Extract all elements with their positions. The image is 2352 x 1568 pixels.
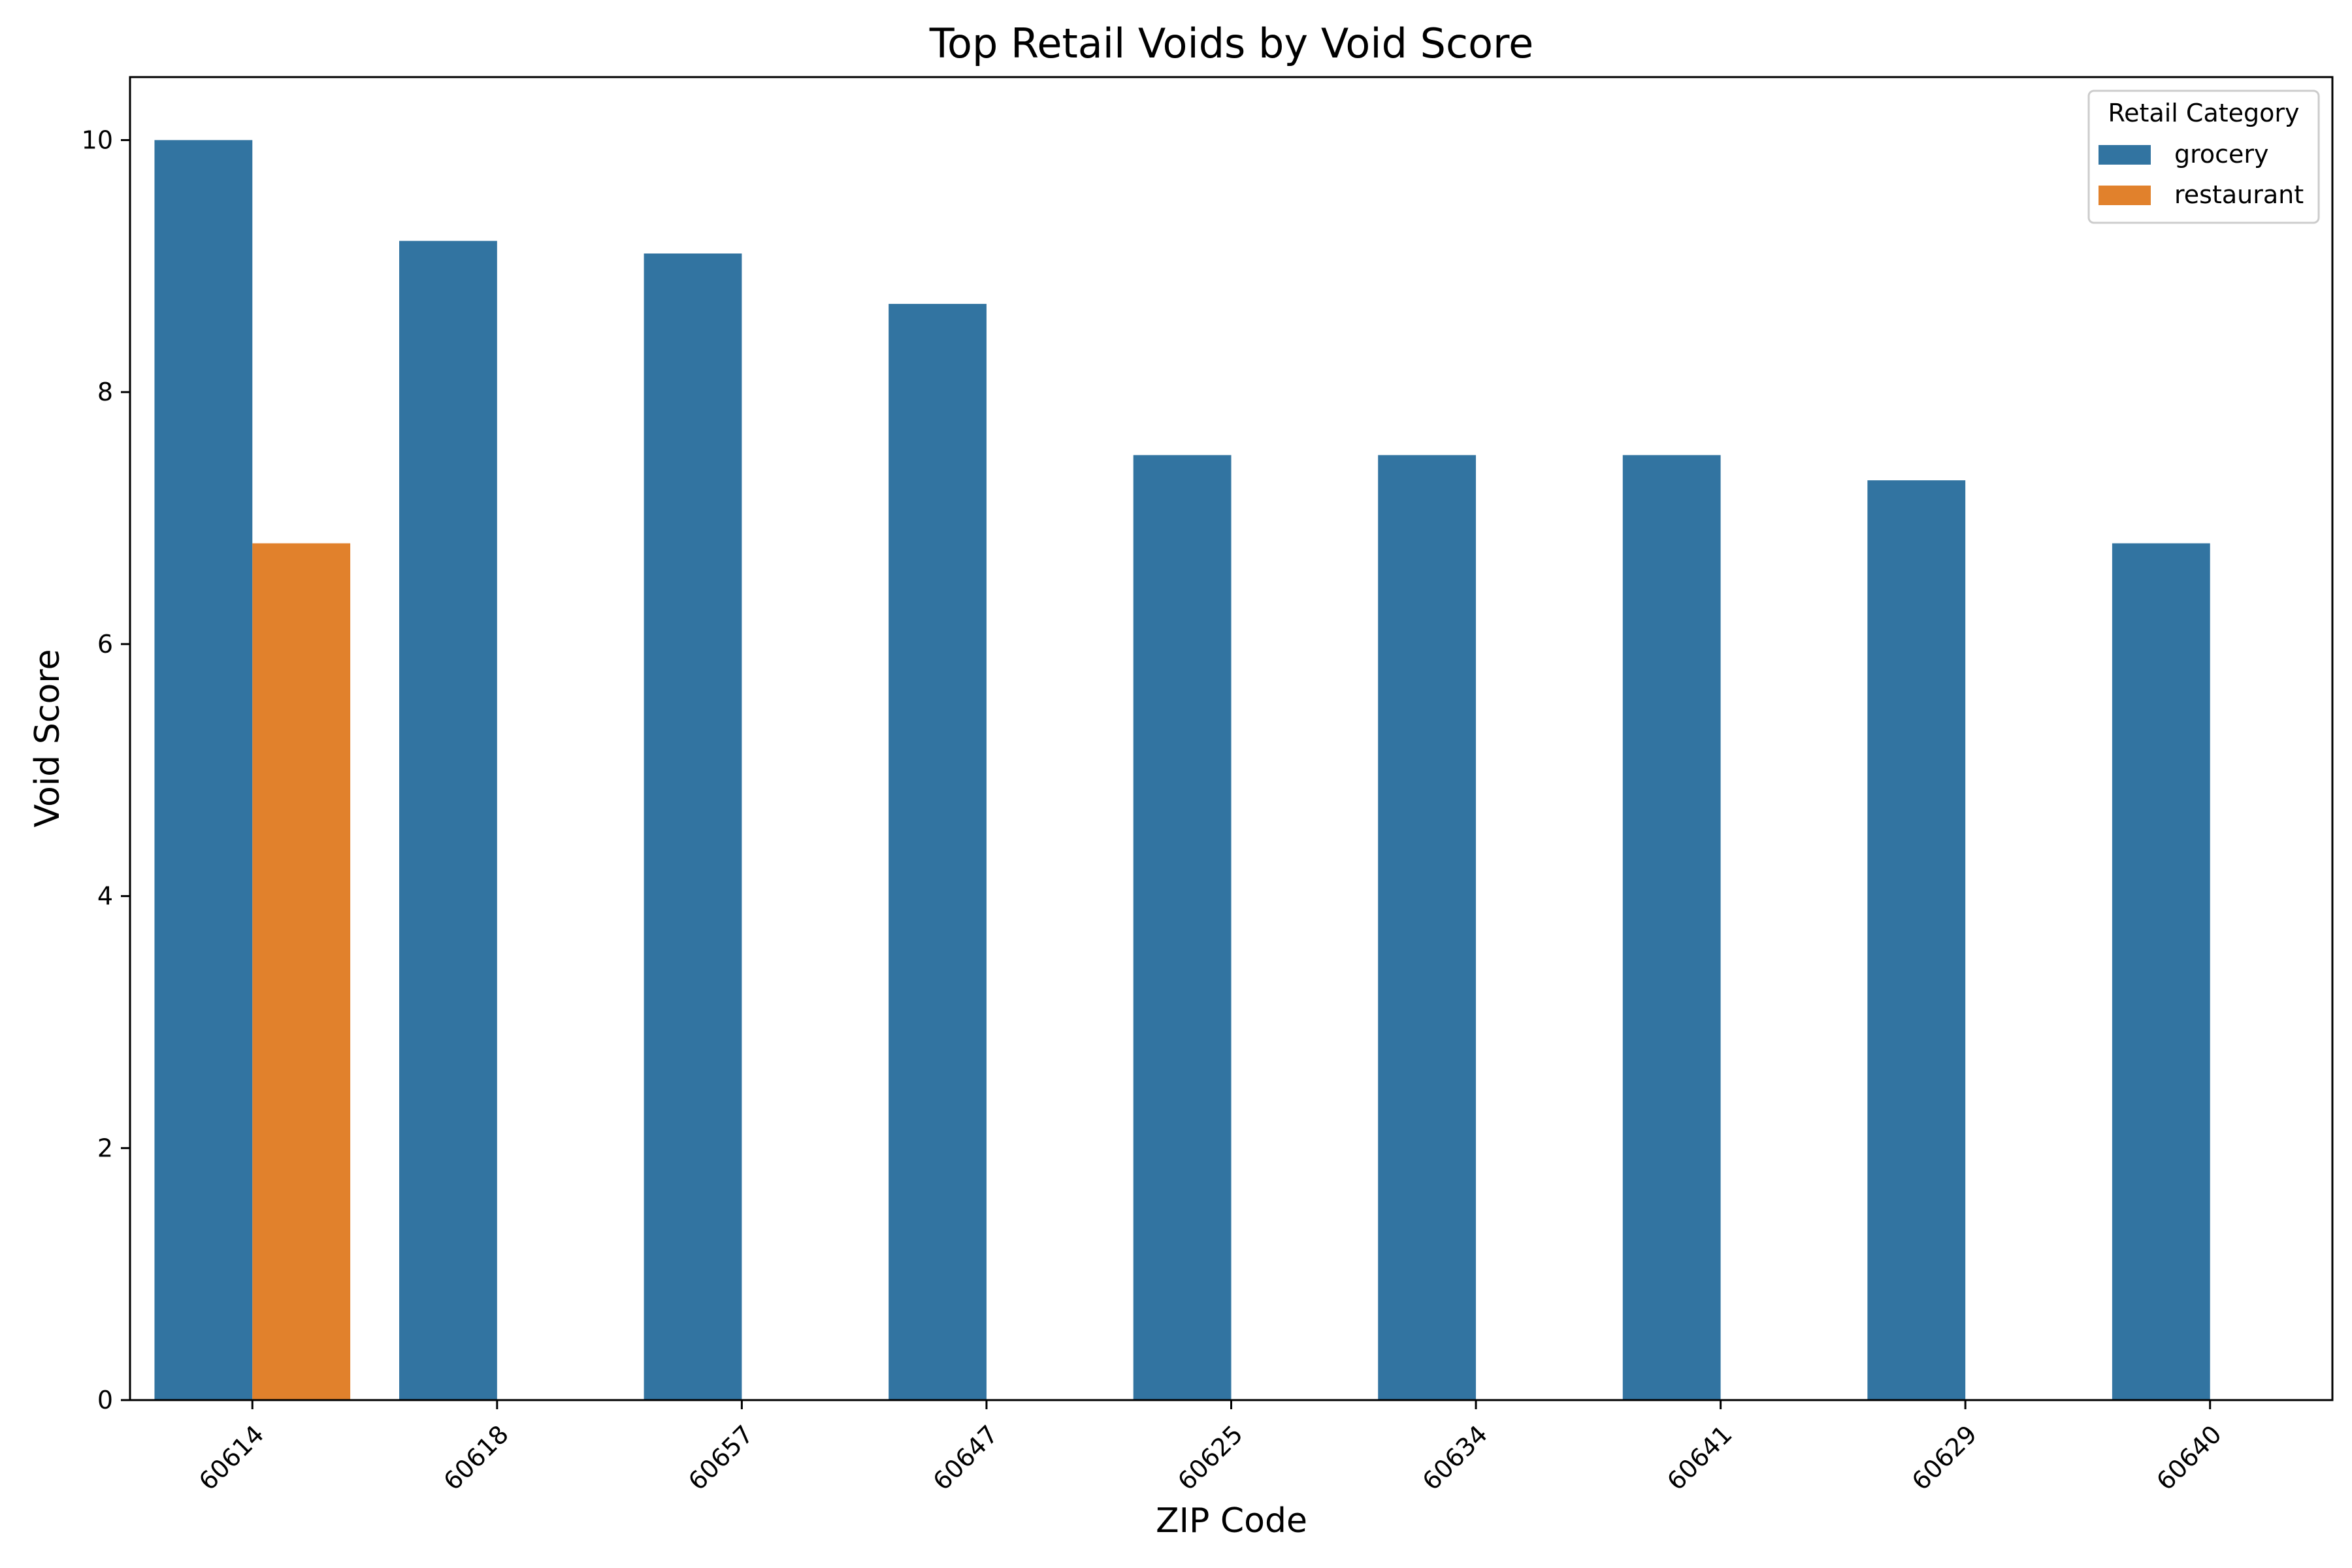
- bar-grocery-60618: [399, 240, 497, 1400]
- y-tick-label: 10: [82, 125, 113, 154]
- y-axis-label: Void Score: [28, 649, 67, 828]
- bar-grocery-60640: [2112, 543, 2210, 1400]
- bar-grocery-60614: [154, 140, 253, 1400]
- bar-grocery-60629: [1867, 480, 1966, 1401]
- y-axis: 0 2 4 6 8 10: [82, 125, 130, 1414]
- bars-group: [154, 140, 2210, 1401]
- bar-restaurant-60614: [252, 543, 351, 1400]
- bar-grocery-60641: [1622, 455, 1721, 1400]
- bar-grocery-60647: [889, 304, 987, 1401]
- legend-items: grocery restaurant: [2099, 140, 2304, 209]
- legend-label-grocery: grocery: [2174, 140, 2269, 169]
- chart-title: Top Retail Voids by Void Score: [929, 20, 1534, 67]
- legend-title: Retail Category: [2108, 99, 2299, 127]
- legend-swatch-grocery: [2099, 145, 2151, 165]
- y-tick-label: 8: [97, 378, 113, 406]
- legend-label-restaurant: restaurant: [2174, 180, 2304, 209]
- x-axis-label: ZIP Code: [1156, 1501, 1307, 1541]
- legend: Retail Category grocery restaurant: [2087, 90, 2320, 224]
- y-tick-label: 4: [97, 882, 113, 911]
- y-tick-label: 2: [97, 1134, 113, 1162]
- bar-grocery-60625: [1133, 455, 1232, 1400]
- y-tick-label: 0: [97, 1386, 113, 1414]
- bar-grocery-60657: [644, 253, 742, 1400]
- bar-grocery-60634: [1378, 455, 1477, 1400]
- plot-frame: [129, 76, 2334, 1401]
- y-tick-label: 6: [97, 630, 113, 659]
- legend-swatch-restaurant: [2099, 186, 2151, 205]
